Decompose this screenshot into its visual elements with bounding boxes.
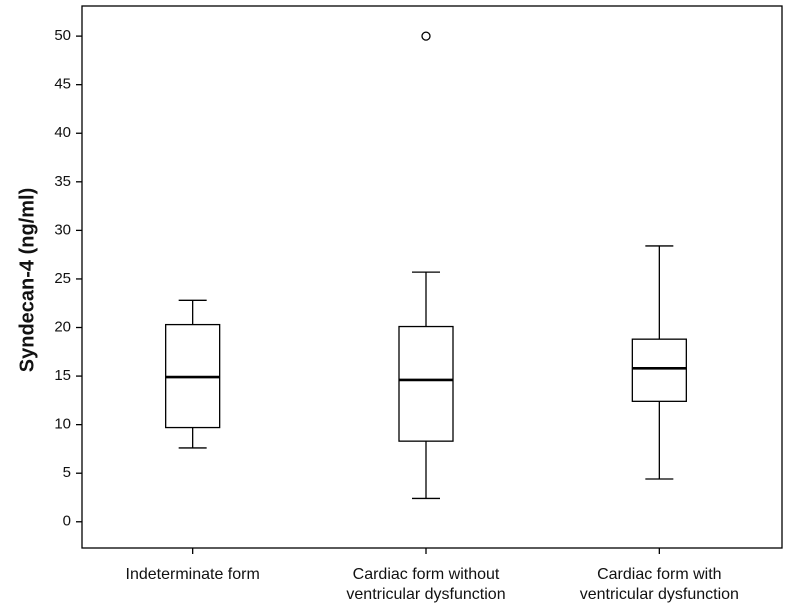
- y-tick-label: 15: [54, 367, 71, 384]
- x-tick-label: Cardiac form with ventricular dysfunction: [580, 566, 739, 603]
- x-tick-label-line: Indeterminate form: [126, 566, 260, 583]
- x-tick-label: Cardiac form without ventricular dysfunct…: [346, 566, 505, 603]
- x-tick-label: Indeterminate form: [126, 566, 260, 583]
- y-tick-label: 45: [54, 76, 71, 93]
- x-tick-label-line: ventricular dysfunction: [346, 586, 505, 603]
- y-tick-label: 40: [54, 124, 71, 141]
- x-tick-label-line: ventricular dysfunction: [580, 586, 739, 603]
- x-tick-label-line: Cardiac form with: [597, 566, 721, 583]
- y-tick-label: 0: [63, 513, 71, 530]
- x-tick-label-line: Cardiac form without: [353, 566, 500, 583]
- plot-frame: [81, 5, 783, 549]
- y-tick-label: 20: [54, 318, 71, 335]
- y-axis-label: Syndecan-4 (ng/ml): [16, 188, 38, 372]
- y-tick-label: 10: [54, 416, 71, 433]
- box: [398, 325, 454, 442]
- y-tick-label: 30: [54, 221, 71, 238]
- outlier: [421, 31, 431, 41]
- y-tick-label: 50: [54, 27, 71, 44]
- box: [631, 338, 687, 402]
- y-tick-label: 35: [54, 173, 71, 190]
- y-tick-label: 25: [54, 270, 71, 287]
- y-tick-label: 5: [63, 464, 71, 481]
